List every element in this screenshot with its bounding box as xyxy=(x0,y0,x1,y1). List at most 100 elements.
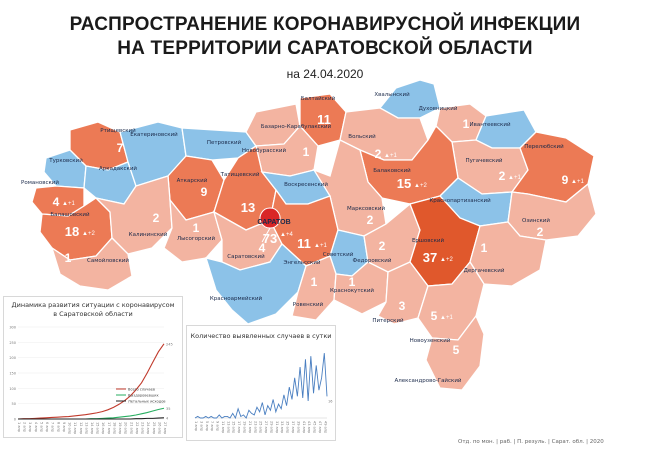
x-tick-label: 1 апр xyxy=(194,421,198,432)
daily-series-line xyxy=(194,353,328,420)
x-tick-label: 3 апр xyxy=(199,421,203,432)
district-label: Саратовский xyxy=(227,253,265,260)
case-count: 2 xyxy=(375,147,382,161)
case-count: 5 xyxy=(453,343,460,357)
x-tick-label: 23 апр xyxy=(141,422,145,435)
x-tick-label: 7 апр xyxy=(210,421,214,432)
district-label: Воскресенский xyxy=(284,181,328,188)
district-label: Хвалынский xyxy=(374,91,410,98)
district-label: Татищевский xyxy=(220,171,260,178)
x-tick-label: 15 апр xyxy=(232,421,236,434)
district-label: Красноармейский xyxy=(210,295,263,302)
case-increase: ▲+2 xyxy=(82,231,95,237)
district-labels: Ртищевский 7 Турковский Аркадакский Екатерин… xyxy=(21,91,584,384)
x-tick-label: 16 апр xyxy=(101,422,105,435)
x-tick-label: 12 апр xyxy=(79,422,83,435)
case-count: 1 xyxy=(65,251,72,265)
map-date: на 24.04.2020 xyxy=(286,67,364,81)
x-tick-label: 17 апр xyxy=(237,421,241,434)
district-label: Ровенский xyxy=(293,301,324,308)
case-count: 7 xyxy=(117,141,124,155)
chart-title: Количество выявленных случаев в сутки xyxy=(191,332,332,340)
x-tick-label: 29 апр xyxy=(269,421,273,434)
series-end-label: 16 xyxy=(328,399,332,403)
case-increase: ▲+1 xyxy=(384,153,397,159)
case-increase: ▲+1 xyxy=(440,315,453,321)
x-tick-label: 49 апр xyxy=(323,421,327,434)
series-end-label: 245 xyxy=(166,342,173,346)
district-label: Романовский xyxy=(21,179,59,186)
case-count: 2 xyxy=(499,169,506,183)
district-label: Петровский xyxy=(207,139,242,146)
case-count: 5 xyxy=(431,309,438,323)
saratov-case-count: 73 xyxy=(263,231,277,246)
district-label: Краснопартизанский xyxy=(429,197,491,204)
x-tick-label: 7 апр xyxy=(51,422,55,433)
x-tick-label: 41 апр xyxy=(302,421,306,434)
saratov-city-label: САРАТОВ xyxy=(257,219,290,226)
district-label: Питерский xyxy=(372,317,404,324)
district-label: Ивантеевский xyxy=(469,121,510,128)
case-count: 1 xyxy=(303,145,310,159)
district-label: Дергачевский xyxy=(464,267,505,274)
x-tick-label: 21 апр xyxy=(129,422,133,435)
x-tick-label: 18 апр xyxy=(112,422,116,435)
x-tick-label: 47 апр xyxy=(318,421,322,434)
y-tick-label: 0 xyxy=(14,418,16,422)
x-tick-label: 14 апр xyxy=(90,422,94,435)
case-count: 2 xyxy=(367,213,374,227)
case-count: 1 xyxy=(463,117,470,131)
case-count: 2 xyxy=(379,239,386,253)
district-label: Вольский xyxy=(348,133,376,140)
x-tick-label: 35 апр xyxy=(286,421,290,434)
cumulative-chart: Динамика развития ситуации с коронавирус… xyxy=(9,301,174,435)
district-label: Марксовский xyxy=(347,205,385,212)
x-tick-label: 11 апр xyxy=(221,421,225,434)
saratov-city-marker xyxy=(259,207,281,243)
y-tick-label: 200 xyxy=(9,356,16,360)
x-tick-label: 2 апр xyxy=(23,422,27,433)
y-tick-label: 100 xyxy=(9,387,16,391)
cumulative-chart-panel: Динамика развития ситуации с коронавирус… xyxy=(3,296,183,438)
district-label: Калининский xyxy=(129,231,168,238)
chart-title-2: в Саратовской области xyxy=(53,310,133,318)
x-tick-label: 10 апр xyxy=(68,422,72,435)
district-label: Аткарский xyxy=(177,177,208,184)
case-increase: ▲+1 xyxy=(314,243,327,249)
district-label: Екатериновский xyxy=(130,131,178,138)
x-tick-label: 27 апр xyxy=(163,422,167,435)
district-label: Перелюбский xyxy=(524,143,564,150)
district-label: Новобурасский xyxy=(242,147,287,154)
case-count: 2 xyxy=(537,225,544,239)
x-tick-label: 15 апр xyxy=(96,422,100,435)
case-count: 3 xyxy=(399,299,406,313)
district-label: Энгельсский xyxy=(284,259,321,266)
x-tick-label: 37 апр xyxy=(291,421,295,434)
x-tick-label: 39 апр xyxy=(296,421,300,434)
x-tick-label: 45 апр xyxy=(313,421,317,434)
x-tick-label: 8 апр xyxy=(56,422,60,433)
x-tick-label: 9 апр xyxy=(216,421,220,432)
case-increase: ▲+1 xyxy=(508,175,521,181)
case-count: 1 xyxy=(481,241,488,255)
district-31 xyxy=(50,237,133,291)
x-tick-label: 19 апр xyxy=(118,422,122,435)
x-tick-label: 21 апр xyxy=(248,421,252,434)
district-label: Базарно-Карабулакский xyxy=(261,123,332,130)
series-end-label: 35 xyxy=(166,407,170,411)
district-label: Аркадакский xyxy=(99,165,137,172)
case-increase: ▲+1 xyxy=(571,179,584,185)
x-tick-label: 5 апр xyxy=(39,422,43,433)
district-label: Федоровский xyxy=(353,257,392,264)
district-label: Советский xyxy=(323,251,354,258)
district-30 xyxy=(469,221,547,287)
x-tick-label: 13 апр xyxy=(84,422,88,435)
district-label: Ершовский xyxy=(412,237,445,244)
legend-label: Выздоровевших xyxy=(128,394,159,398)
district-37 xyxy=(425,314,485,391)
district-label: Новоузенский xyxy=(410,337,451,344)
x-tick-label: 6 апр xyxy=(45,422,49,433)
x-tick-label: 17 апр xyxy=(107,422,111,435)
district-label: Турковский xyxy=(48,157,83,164)
